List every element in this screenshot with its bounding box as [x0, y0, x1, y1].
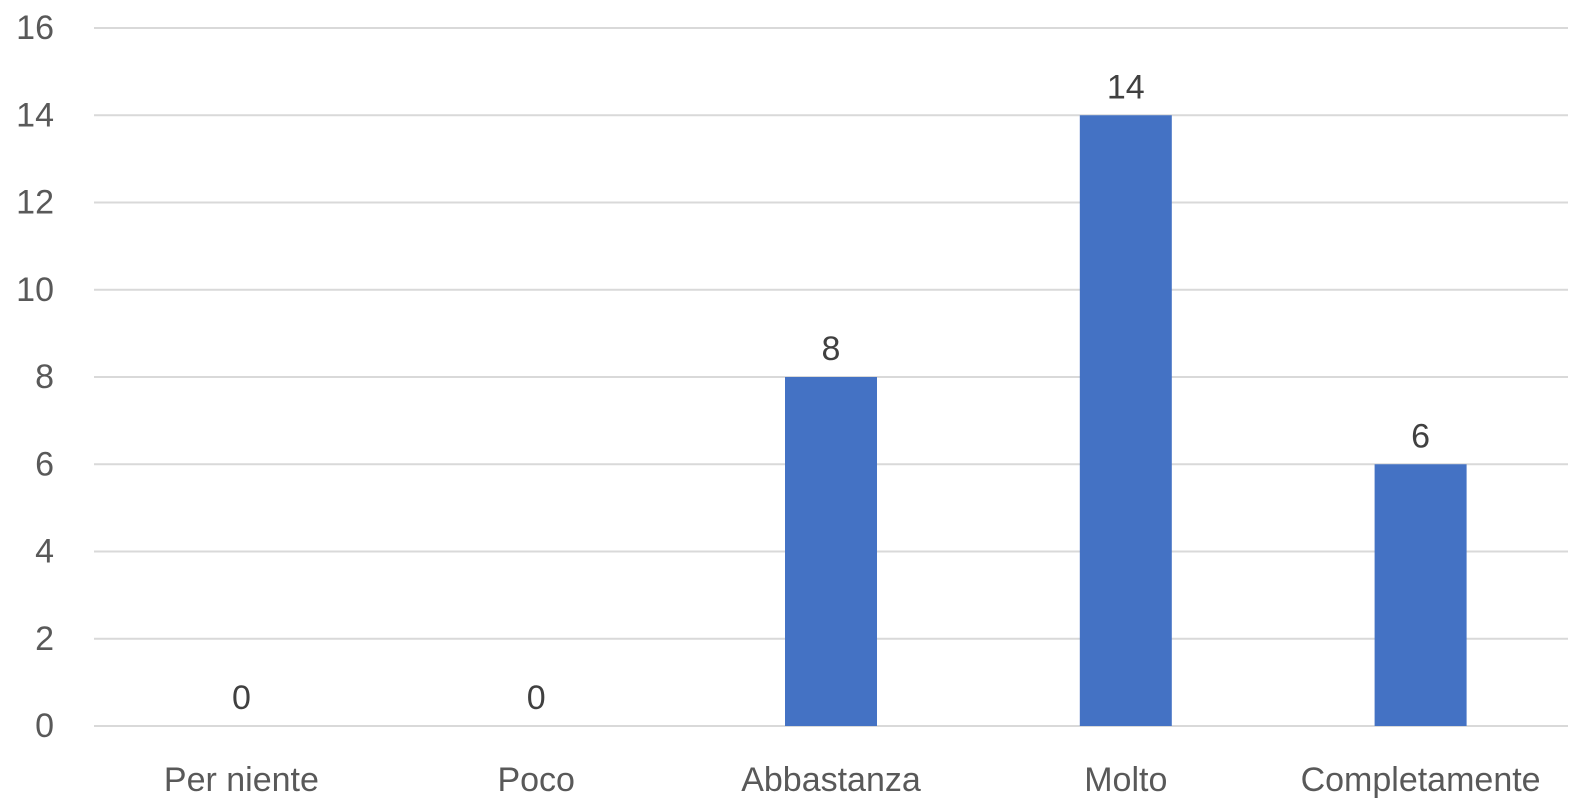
y-tick-label: 0: [35, 707, 54, 745]
bar-4: [1374, 464, 1467, 726]
data-label: 0: [527, 679, 546, 717]
x-tick-label: Completamente: [1301, 761, 1541, 799]
y-tick-label: 12: [16, 184, 54, 222]
x-tick-label: Per niente: [164, 761, 319, 799]
x-tick-label: Molto: [1084, 761, 1167, 799]
y-tick-label: 2: [35, 620, 54, 658]
bar-3: [1079, 115, 1172, 726]
x-tick-label: Poco: [497, 761, 575, 799]
data-label: 8: [822, 330, 841, 368]
data-label: 0: [232, 679, 251, 717]
x-tick-label: Abbastanza: [741, 761, 921, 799]
y-tick-label: 6: [35, 445, 54, 483]
bar-2: [785, 377, 877, 726]
y-tick-label: 4: [35, 533, 54, 571]
data-label: 14: [1107, 68, 1145, 106]
bars: [785, 115, 1467, 726]
y-tick-label: 16: [16, 9, 54, 47]
x-axis: Per niente Poco Abbastanza Molto Completamen…: [164, 761, 1541, 799]
data-labels: 0 0 8 14 6: [232, 68, 1430, 717]
data-label: 6: [1411, 417, 1430, 455]
y-tick-label: 8: [35, 358, 54, 396]
y-axis: 0 2 4 6 8 10 12 14 16: [16, 9, 54, 745]
y-tick-label: 10: [16, 271, 54, 309]
y-tick-label: 14: [16, 96, 54, 134]
